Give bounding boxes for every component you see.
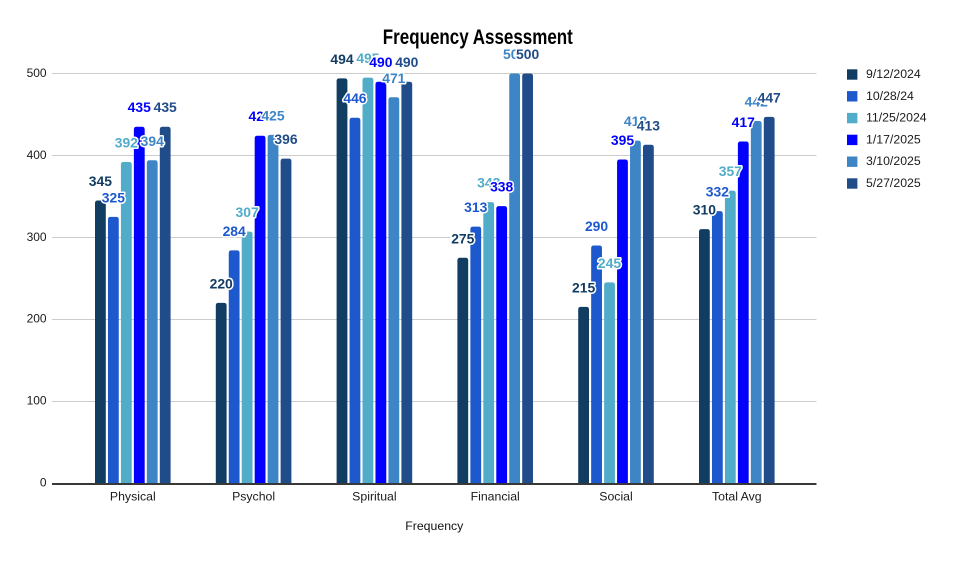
svg-text:0: 0 [40, 476, 47, 490]
svg-text:500: 500 [503, 46, 526, 62]
svg-text:215: 215 [572, 279, 595, 295]
svg-text:417: 417 [732, 114, 755, 130]
svg-text:307: 307 [236, 204, 259, 220]
svg-text:442: 442 [745, 94, 768, 110]
svg-text:200: 200 [27, 312, 47, 326]
svg-text:275: 275 [451, 230, 474, 246]
svg-text:396: 396 [274, 131, 297, 147]
svg-text:313: 313 [464, 199, 487, 215]
svg-text:490: 490 [395, 54, 418, 70]
svg-text:435: 435 [128, 99, 151, 115]
svg-text:343: 343 [477, 175, 500, 191]
svg-text:284: 284 [223, 223, 246, 239]
svg-text:471: 471 [382, 70, 405, 86]
svg-text:447: 447 [758, 89, 781, 105]
svg-text:424: 424 [248, 108, 271, 124]
svg-text:446: 446 [343, 90, 366, 106]
svg-text:Spiritual: Spiritual [352, 489, 396, 503]
svg-text:11/25/2024: 11/25/2024 [866, 111, 927, 125]
svg-text:220: 220 [210, 275, 233, 291]
svg-text:Social: Social [599, 489, 633, 503]
svg-text:Financial: Financial [471, 489, 520, 503]
svg-text:5/27/2025: 5/27/2025 [866, 176, 921, 190]
svg-text:Frequency: Frequency [405, 519, 464, 533]
svg-text:9/12/2024: 9/12/2024 [866, 67, 921, 81]
svg-text:300: 300 [27, 230, 47, 244]
svg-text:435: 435 [154, 99, 177, 115]
svg-text:1/17/2025: 1/17/2025 [866, 132, 921, 146]
svg-text:395: 395 [611, 132, 634, 148]
svg-text:394: 394 [141, 133, 164, 149]
svg-text:Psychol: Psychol [232, 489, 275, 503]
svg-text:392: 392 [115, 134, 138, 150]
svg-text:100: 100 [27, 394, 47, 408]
svg-text:400: 400 [27, 148, 47, 162]
svg-text:494: 494 [330, 51, 353, 67]
svg-text:500: 500 [516, 46, 539, 62]
svg-text:245: 245 [598, 255, 621, 271]
svg-text:10/28/24: 10/28/24 [866, 89, 914, 103]
svg-text:290: 290 [585, 218, 608, 234]
svg-text:3/10/2025: 3/10/2025 [866, 154, 921, 168]
svg-text:413: 413 [637, 117, 660, 133]
svg-text:332: 332 [706, 184, 729, 200]
svg-text:Total Avg: Total Avg [712, 489, 762, 503]
svg-text:338: 338 [490, 179, 513, 195]
svg-text:325: 325 [102, 189, 125, 205]
svg-text:495: 495 [356, 50, 379, 66]
svg-text:418: 418 [624, 113, 647, 129]
svg-text:345: 345 [89, 173, 112, 189]
svg-text:357: 357 [719, 163, 742, 179]
svg-text:Frequency Assessment: Frequency Assessment [383, 25, 573, 49]
svg-text:490: 490 [369, 54, 392, 70]
svg-text:500: 500 [27, 66, 47, 80]
svg-text:425: 425 [261, 107, 284, 123]
svg-text:310: 310 [693, 202, 716, 218]
svg-text:Physical: Physical [110, 489, 156, 503]
